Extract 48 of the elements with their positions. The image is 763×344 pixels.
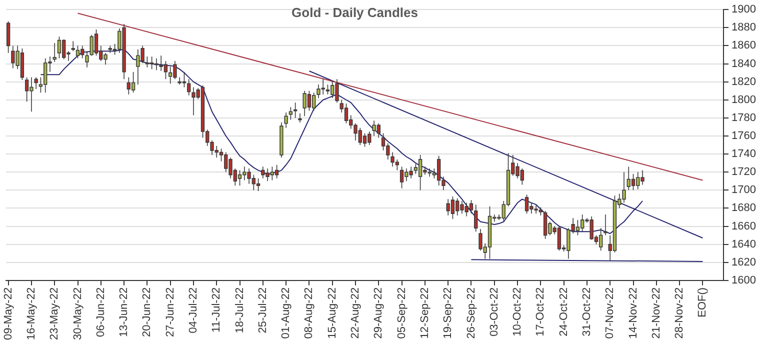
x-tick-label: 19-Sep-22 <box>442 287 454 339</box>
x-tick-label: 22-Aug-22 <box>350 287 362 339</box>
x-tick-label: 07-Nov-22 <box>604 287 616 339</box>
y-tick-label: 1660 <box>732 220 756 232</box>
y-tick-label: 1860 <box>732 40 756 52</box>
x-tick-label: 18-Jul-22 <box>234 287 246 334</box>
x-tick-label: 06-Jun-22 <box>94 287 107 337</box>
y-tick-label: 1840 <box>732 58 756 70</box>
x-tick-label: 08-Aug-22 <box>303 287 316 339</box>
y-tick-label: 1820 <box>732 76 756 88</box>
y-tick-label: 1780 <box>732 112 756 124</box>
x-tick-label: 20-Jun-22 <box>141 287 154 337</box>
x-tick-label: 31-Oct-22 <box>581 287 593 336</box>
x-tick-label: 12-Sep-22 <box>418 287 431 339</box>
y-tick-label: 1760 <box>732 130 756 142</box>
x-tick-label: 24-Oct-22 <box>558 287 570 336</box>
x-tick-label: 10-Oct-22 <box>512 287 524 336</box>
x-tick-label: 29-Aug-22 <box>372 287 385 339</box>
x-tick-label: 13-Jun-22 <box>118 287 130 337</box>
y-tick-label: 1720 <box>732 166 756 178</box>
x-tick-label: 23-May-22 <box>48 287 61 340</box>
y-tick-label: 1900 <box>732 4 756 16</box>
y-tick-label: 1740 <box>732 148 756 160</box>
x-tick-label: 30-May-22 <box>72 287 84 340</box>
x-tick-label: 25-Jul-22 <box>256 287 269 334</box>
x-tick-label: 28-Nov-22 <box>674 287 686 339</box>
y-tick-label: 1600 <box>732 274 756 286</box>
x-tick-label: 09-May-22 <box>2 287 14 340</box>
x-tick-label: 27-Jun-22 <box>164 287 176 337</box>
x-tick-label: 21-Nov-22 <box>650 287 662 339</box>
x-tick-label: EOF() <box>696 287 709 318</box>
y-tick-label: 1700 <box>732 184 756 196</box>
x-tick-label: 05-Sep-22 <box>396 287 408 339</box>
y-tick-label: 1640 <box>732 238 756 250</box>
x-tick-label: 03-Oct-22 <box>488 287 500 336</box>
x-tick-label: 16-May-22 <box>25 287 38 340</box>
y-tick-label: 1800 <box>732 94 756 106</box>
x-tick-label: 11-Jul-22 <box>210 287 223 332</box>
x-tick-label: 26-Sep-22 <box>465 287 478 339</box>
x-tick-label: 01-Aug-22 <box>280 287 292 339</box>
chart-title: Gold - Daily Candles <box>292 5 418 20</box>
y-tick-label: 1620 <box>732 256 756 268</box>
x-tick-label: 04-Jul-22 <box>188 287 200 334</box>
y-tick-label: 1680 <box>732 202 756 214</box>
x-tick-label: 17-Oct-22 <box>534 287 547 336</box>
y-tick-label: 1880 <box>732 22 756 34</box>
x-tick-label: 14-Nov-22 <box>627 287 640 339</box>
x-tick-label: 15-Aug-22 <box>326 287 338 339</box>
